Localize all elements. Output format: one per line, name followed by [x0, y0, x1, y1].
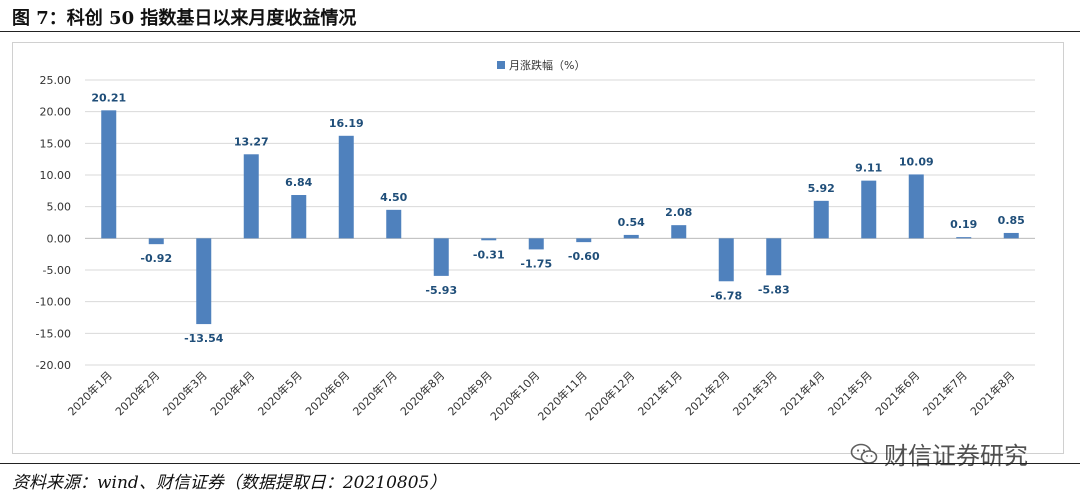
- data-label: 0.19: [950, 218, 977, 231]
- data-label: 13.27: [234, 135, 269, 148]
- bar: [433, 238, 449, 276]
- bar: [861, 180, 877, 239]
- bar: [576, 238, 592, 243]
- x-tick-label: 2021年7月: [920, 368, 970, 418]
- x-tick-label: 2021年2月: [682, 368, 732, 418]
- bar: [196, 238, 212, 325]
- x-tick-label: 2020年10月: [487, 368, 542, 423]
- bar: [101, 110, 117, 239]
- title-rule: [0, 31, 1080, 32]
- bar: [813, 200, 829, 239]
- watermark-text: 财信证券研究: [884, 442, 1028, 470]
- bar: [528, 238, 544, 250]
- bar: [671, 225, 687, 239]
- data-label: 16.19: [329, 117, 364, 130]
- bar: [148, 238, 164, 245]
- x-tick-label: 2021年3月: [730, 368, 780, 418]
- data-label: 10.09: [899, 155, 934, 168]
- data-label: -0.60: [568, 250, 600, 263]
- wechat-icon: [850, 443, 878, 464]
- y-tick-label: 10.00: [40, 169, 72, 182]
- bar: [908, 174, 924, 239]
- chart-frame: [12, 42, 1064, 454]
- bar: [291, 195, 307, 239]
- y-tick-label: 5.00: [47, 201, 72, 214]
- x-tick-label: 2020年7月: [350, 368, 400, 418]
- bar: [766, 238, 782, 276]
- x-tick-label: 2021年4月: [777, 368, 827, 418]
- bar-chart: -20.00 -15.00 -10.00 -5.00 0.00 5.00 10.00 15.0…: [36, 58, 1035, 423]
- data-label: 4.50: [380, 191, 407, 204]
- data-label: 9.11: [855, 162, 882, 175]
- y-tick-label: 15.00: [40, 137, 72, 150]
- data-label: 0.54: [618, 216, 645, 229]
- legend-label: 月涨跌幅（%）: [509, 58, 585, 72]
- legend-swatch: [497, 61, 505, 69]
- data-label: -0.92: [140, 252, 172, 265]
- x-tick-label: 2021年8月: [967, 368, 1017, 418]
- x-tick-label: 2020年8月: [397, 368, 447, 418]
- y-tick-label: 20.00: [40, 106, 72, 119]
- bar: [338, 135, 354, 239]
- data-label: 5.92: [808, 182, 835, 195]
- y-tick-label: 25.00: [40, 74, 72, 87]
- x-tick-label: 2020年1月: [65, 368, 115, 418]
- x-tick-label: 2021年6月: [872, 368, 922, 418]
- bar: [1003, 232, 1019, 239]
- bar: [623, 234, 639, 239]
- data-label: -1.75: [520, 257, 552, 270]
- x-tick-label: 2020年2月: [112, 368, 162, 418]
- bar: [481, 238, 497, 241]
- data-label: 6.84: [285, 176, 312, 189]
- bar: [243, 154, 259, 239]
- data-label: -6.78: [710, 289, 742, 302]
- bar: [956, 237, 972, 239]
- data-label: -5.83: [758, 283, 790, 296]
- data-label: 2.08: [665, 206, 692, 219]
- x-tick-label: 2020年12月: [582, 368, 637, 423]
- data-label: 0.85: [998, 214, 1025, 227]
- x-tick-label: 2021年5月: [825, 368, 875, 418]
- x-tick-label: 2020年6月: [302, 368, 352, 418]
- y-tick-label: -20.00: [36, 359, 71, 372]
- data-label: -5.93: [425, 284, 457, 297]
- watermark: 财信证券研究: [850, 436, 1028, 471]
- data-label: 20.21: [91, 91, 126, 104]
- y-tick-label: -15.00: [36, 327, 71, 340]
- source-note: 资料来源：wind、财信证券（数据提取日：20210805）: [12, 473, 447, 493]
- x-tick-label: 2021年1月: [635, 368, 685, 418]
- x-tick-label: 2020年11月: [535, 368, 590, 423]
- x-tick-label: 2020年5月: [255, 368, 305, 418]
- x-tick-label: 2020年9月: [445, 368, 495, 418]
- x-tick-label: 2020年4月: [207, 368, 257, 418]
- figure-title: 图 7：科创 50 指数基日以来月度收益情况: [12, 8, 357, 29]
- source-rule: [0, 463, 1080, 464]
- bar: [386, 209, 402, 239]
- x-tick-label: 2020年3月: [160, 368, 210, 418]
- data-label: -0.31: [473, 248, 505, 261]
- y-tick-label: -10.00: [36, 296, 71, 309]
- bar: [718, 238, 734, 282]
- y-tick-label: 0.00: [47, 232, 72, 245]
- y-tick-label: -5.00: [43, 264, 71, 277]
- data-label: -13.54: [184, 332, 224, 345]
